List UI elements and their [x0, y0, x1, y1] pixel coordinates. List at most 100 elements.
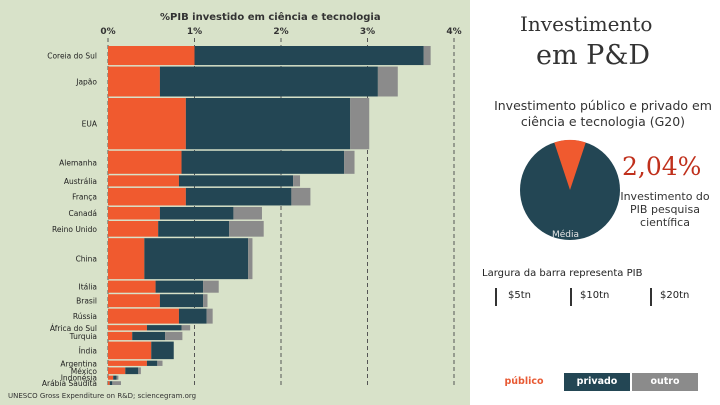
x-tick-label: 0%: [100, 27, 115, 37]
bar-segment: [146, 360, 158, 366]
bar-segment: [108, 375, 114, 380]
bar-segment: [158, 220, 230, 237]
pie-caption: Investimento do PIB pesquisa científica: [620, 190, 710, 229]
category-label: Argentina: [60, 359, 97, 368]
bar-segment: [157, 360, 163, 366]
category-label: Coreia do Sul: [47, 52, 97, 61]
bar-segment: [108, 46, 195, 66]
pie-slice-average: [554, 140, 586, 190]
category-label: Reino Unido: [52, 225, 97, 234]
bar-segment: [138, 367, 141, 375]
average-value: 2,04%: [622, 152, 702, 181]
bar-segment: [108, 187, 186, 206]
bar-segment: [108, 331, 133, 341]
source-note: UNESCO Gross Expenditure on R&D; science…: [8, 392, 197, 400]
bar-segment: [108, 360, 147, 366]
bar-segment: [181, 325, 191, 331]
scale-label-10tn: $10tn: [580, 290, 610, 301]
category-label: México: [71, 367, 98, 376]
scale-tick-10: [570, 288, 572, 306]
bar-segment: [293, 175, 301, 187]
bar-segment: [113, 375, 117, 380]
bar-segment: [203, 280, 219, 293]
bar-segment: [291, 187, 311, 206]
bar-segment: [159, 66, 378, 97]
bar-segment: [108, 206, 160, 220]
bar-segment: [108, 220, 159, 237]
bar-segment: [108, 341, 152, 360]
bar-segment: [108, 238, 145, 280]
bar-segment: [165, 331, 183, 341]
bar-segment: [108, 325, 147, 331]
category-label: Indonésia: [61, 374, 97, 383]
bar-segment: [116, 375, 119, 380]
pie-label: Média: [552, 230, 580, 240]
category-label: Itália: [78, 283, 97, 292]
bar-segment: [159, 294, 204, 308]
bar-segment: [151, 341, 174, 360]
bar-segment: [125, 367, 139, 375]
bar-segment: [185, 97, 351, 150]
bar-segment: [132, 331, 166, 341]
category-label: Canadá: [68, 209, 97, 218]
bar-segment: [423, 46, 431, 66]
bar-segment: [178, 308, 207, 324]
bar-segment: [229, 220, 264, 237]
bar-segment: [109, 381, 113, 385]
bar-segment: [108, 381, 110, 385]
bar-segment: [108, 280, 156, 293]
side-title-line2: em P&D: [536, 40, 651, 71]
category-label: Austrália: [64, 177, 97, 186]
side-subtitle: Investimento público e privado em ciênci…: [494, 98, 712, 129]
bar-segment: [108, 97, 186, 150]
bar-segment: [248, 238, 253, 280]
category-label: Rússia: [73, 312, 97, 321]
bar-segment: [181, 150, 345, 174]
bar-segment: [108, 150, 182, 174]
category-label: França: [72, 193, 97, 202]
bar-segment: [108, 66, 160, 97]
bar-segment: [350, 97, 370, 150]
category-label: China: [76, 255, 97, 264]
category-label: África do Sul: [50, 324, 97, 333]
bar-width-note: Largura da barra representa PIB: [482, 268, 643, 279]
side-title-line1: Investimento: [520, 12, 653, 36]
scale-tick-20: [650, 288, 652, 306]
chart-panel: 0% 1% 2% 3% 4% Coreia do Sul Japão EUA Alemanha A…: [0, 0, 470, 405]
bar-segment: [159, 206, 234, 220]
category-label: EUA: [82, 120, 98, 129]
bar-segment: [108, 294, 160, 308]
category-label: Brasil: [76, 297, 97, 306]
x-tick-label: 4%: [446, 27, 461, 37]
bar-segment: [203, 294, 208, 308]
legend-private: privado: [564, 373, 630, 391]
x-tick-label: 2%: [273, 27, 288, 37]
category-label: Índia: [79, 346, 97, 355]
bar-segment: [155, 280, 204, 293]
bar-segment: [144, 238, 249, 280]
category-label: Japão: [75, 78, 97, 87]
bar-segment: [146, 325, 182, 331]
category-label: Arábia Saudita: [42, 379, 97, 388]
legend-other: outro: [632, 373, 698, 391]
bar-segment: [377, 66, 398, 97]
average-pie-chart: [520, 140, 620, 240]
bar-segment: [206, 308, 213, 324]
x-tick-label: 3%: [360, 27, 375, 37]
bar-segment: [108, 367, 126, 375]
category-label: Turquia: [69, 332, 97, 341]
scale-label-5tn: $5tn: [508, 290, 531, 301]
scale-tick-5: [495, 288, 497, 306]
chart-svg: 0% 1% 2% 3% 4% Coreia do Sul Japão EUA Alemanha A…: [42, 27, 462, 388]
bar-segment: [185, 187, 292, 206]
bar-segment: [344, 150, 355, 174]
bar-segment: [233, 206, 262, 220]
bar-segment: [194, 46, 424, 66]
scale-label-20tn: $20tn: [660, 290, 690, 301]
bar-segment: [112, 381, 121, 385]
chart-title: %PIB investido em ciência e tecnologia: [160, 12, 381, 23]
bar-segment: [108, 175, 179, 187]
legend-public: público: [486, 373, 562, 391]
bar-segment: [108, 308, 179, 324]
bar-segment: [178, 175, 294, 187]
